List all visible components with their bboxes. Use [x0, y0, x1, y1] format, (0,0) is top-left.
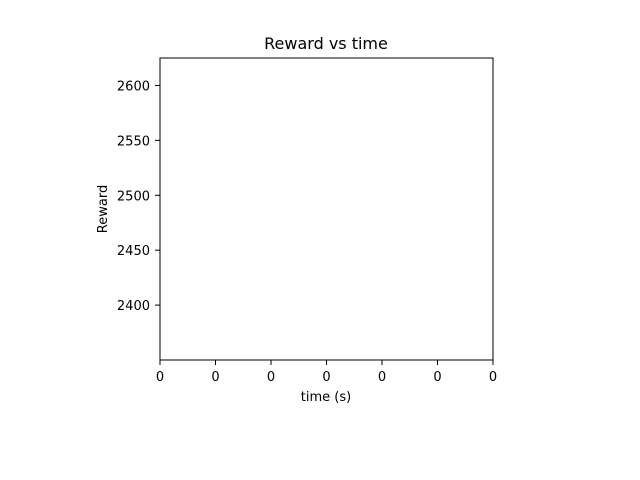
y-axis-label: Reward: [96, 185, 111, 233]
x-axis-ticks: 0 0 0 0 0 0 0: [156, 360, 497, 385]
x-tick-label: 0: [378, 370, 386, 385]
y-tick-label: 2500: [117, 189, 150, 204]
x-tick-label: 0: [156, 370, 164, 385]
plot-background: [160, 58, 493, 360]
x-tick-label: 0: [489, 370, 497, 385]
plot-area: [159, 57, 494, 361]
x-tick-label: 0: [433, 370, 441, 385]
y-tick-label: 2550: [117, 134, 150, 149]
x-tick-label: 0: [322, 370, 330, 385]
x-tick-label: 0: [211, 370, 219, 385]
y-tick-label: 2400: [117, 299, 150, 314]
x-axis-label: time (s): [301, 390, 351, 405]
x-tick-label: 0: [267, 370, 275, 385]
y-axis-ticks: 2400 2450 2500 2550 2600: [117, 79, 160, 314]
y-tick-label: 2600: [117, 79, 150, 94]
chart-title: Reward vs time: [264, 34, 388, 53]
y-tick-label: 2450: [117, 244, 150, 259]
